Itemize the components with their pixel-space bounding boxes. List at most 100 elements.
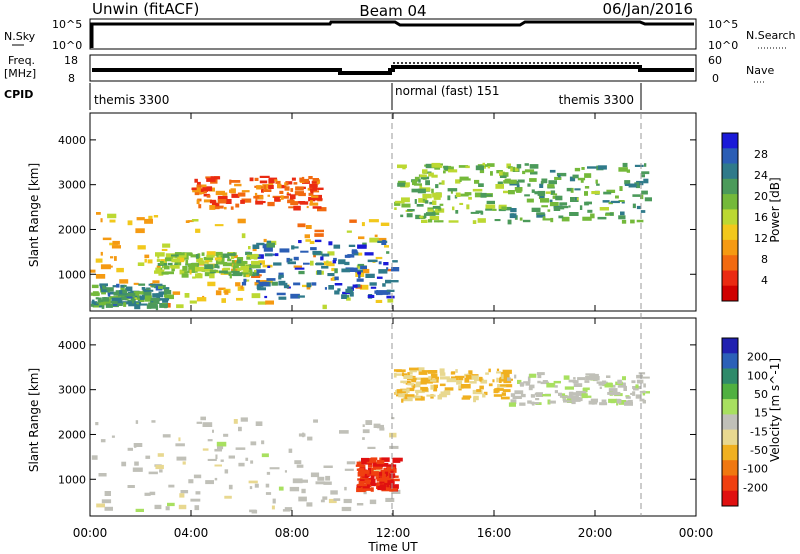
heatmap-cell (581, 393, 588, 399)
heatmap-cell (104, 506, 113, 511)
heatmap-cell (359, 464, 366, 468)
heatmap-cell (195, 273, 203, 279)
heatmap-cell (391, 489, 401, 494)
nave-tick-top: 60 (708, 54, 722, 67)
colorbar-swatch (722, 255, 738, 271)
heatmap-cell (119, 279, 129, 284)
heatmap-cell (233, 262, 236, 267)
heatmap-cell (214, 264, 219, 269)
heatmap-cell (320, 256, 324, 261)
heatmap-cell (428, 379, 437, 382)
heatmap-cell (285, 181, 293, 185)
heatmap-cell (262, 189, 272, 192)
heatmap-cell (113, 292, 119, 296)
heatmap-cell (161, 248, 168, 251)
heatmap-cell (624, 180, 631, 185)
heatmap-cell (263, 280, 273, 284)
heatmap-cell (594, 376, 600, 381)
heatmap-cell (235, 282, 241, 287)
heatmap-cell (230, 270, 240, 273)
heatmap-cell (641, 376, 650, 379)
heatmap-cell (255, 197, 258, 203)
heatmap-cell (212, 187, 215, 191)
heatmap-cell (293, 282, 301, 286)
heatmap-cell (524, 169, 535, 173)
heatmap-cell (625, 395, 630, 398)
heatmap-cell (163, 288, 170, 293)
heatmap-cell (562, 398, 566, 401)
heatmap-cell (428, 172, 434, 177)
heatmap-cell (542, 216, 546, 219)
heatmap-cell (271, 281, 278, 286)
heatmap-cell (295, 186, 304, 191)
heatmap-cell (136, 217, 145, 221)
heatmap-cell (92, 305, 99, 308)
heatmap-cell (536, 212, 545, 215)
heatmap-cell (386, 295, 395, 299)
heatmap-cell (349, 219, 357, 223)
heatmap-cell (120, 287, 125, 292)
heatmap-cell (401, 398, 404, 403)
heatmap-cell (619, 186, 623, 191)
heatmap-cell (394, 369, 402, 372)
heatmap-cell (599, 402, 608, 406)
heatmap-cell (155, 252, 165, 257)
heatmap-cell (455, 192, 461, 197)
heatmap-cell (568, 205, 571, 208)
heatmap-cell (232, 260, 235, 264)
nsky-frame (89, 18, 697, 50)
heatmap-cell (563, 400, 571, 403)
heatmap-cell (262, 243, 271, 249)
heatmap-cell (224, 495, 232, 499)
heatmap-cell (351, 250, 358, 254)
colorbar-swatch (722, 383, 738, 400)
heatmap-cell (626, 169, 630, 173)
heatmap-cell (301, 186, 306, 189)
heatmap-cell (202, 186, 213, 191)
heatmap-cell (571, 400, 576, 405)
heatmap-cell (334, 290, 340, 295)
heatmap-cell (541, 178, 548, 184)
heatmap-cell (158, 291, 165, 295)
heatmap-cell (228, 253, 236, 256)
heatmap-cell (237, 267, 242, 271)
heatmap-cell (358, 236, 365, 240)
heatmap-cell (188, 263, 197, 268)
heatmap-cell (104, 491, 111, 496)
heatmap-cell (469, 381, 477, 384)
heatmap-cell (405, 182, 410, 187)
heatmap-cell (182, 252, 192, 256)
heatmap-cell (165, 253, 176, 258)
heatmap-cell (395, 390, 398, 395)
heatmap-cell (204, 264, 214, 269)
heatmap-cell (298, 270, 305, 275)
heatmap-cell (289, 486, 300, 492)
heatmap-cell (394, 207, 397, 210)
heatmap-cell (493, 389, 499, 394)
heatmap-cell (412, 180, 417, 186)
heatmap-cell (357, 252, 363, 256)
heatmap-cell (254, 192, 258, 196)
heatmap-cell (454, 375, 465, 378)
heatmap-cell (114, 256, 117, 261)
heatmap-cell (184, 271, 189, 274)
heatmap-cell (289, 194, 296, 200)
heatmap-cell (558, 215, 564, 219)
heatmap-cell (419, 185, 423, 190)
heatmap-cell (102, 297, 109, 302)
heatmap-cell (482, 393, 486, 398)
heatmap-cell (242, 272, 249, 275)
heatmap-cell (545, 191, 551, 194)
heatmap-cell (452, 206, 455, 211)
heatmap-cell (372, 465, 376, 470)
heatmap-cell (346, 461, 356, 465)
heatmap-cell (175, 252, 185, 256)
heatmap-cell (290, 188, 294, 192)
heatmap-cell (549, 400, 556, 404)
heatmap-cell (585, 376, 595, 381)
heatmap-cell (185, 259, 189, 265)
heatmap-cell (443, 165, 449, 170)
heatmap-cell (414, 176, 420, 182)
colorbar-swatch (722, 163, 738, 180)
